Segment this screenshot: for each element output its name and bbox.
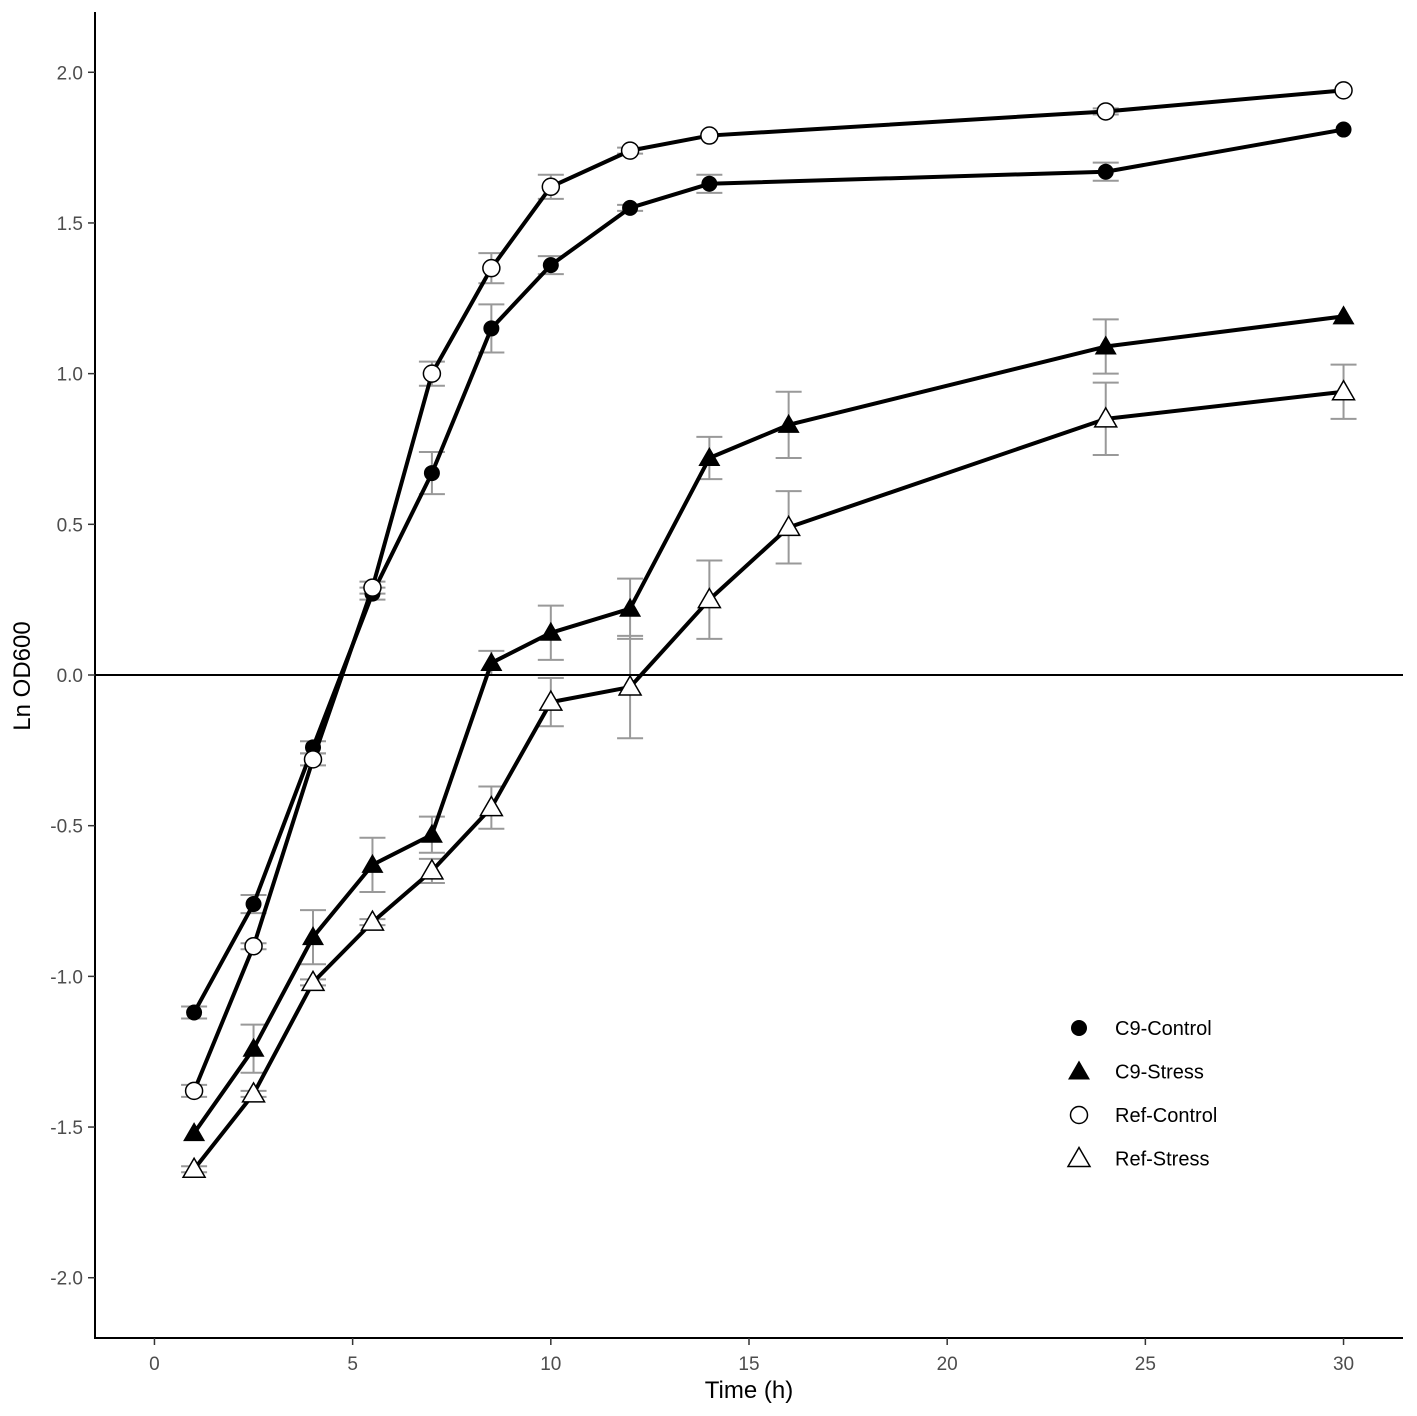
data-point (479, 795, 504, 817)
data-point (242, 1037, 265, 1057)
data-point (302, 926, 324, 946)
data-point (480, 651, 503, 671)
data-point (245, 896, 262, 913)
y-tick-label: 0.0 (57, 666, 83, 687)
data-point (300, 969, 326, 992)
x-tick-label: 5 (347, 1354, 358, 1375)
data-point (186, 1004, 203, 1021)
series-points-layer (181, 81, 1356, 1178)
y-tick-label: -1.0 (50, 967, 83, 988)
x-tick-label: 10 (540, 1354, 561, 1375)
x-axis-title: Time (h) (705, 1377, 793, 1404)
data-point (617, 674, 643, 696)
axes-layer: 0 5 10 15 20 25 30 -2.0 -1.5 -1.0 -0.5 0.0 0.5 1.0 1.5… (50, 12, 1403, 1375)
data-point (700, 126, 719, 145)
y-tick-label: 0.5 (57, 515, 83, 536)
data-point (184, 1081, 204, 1101)
data-point (244, 936, 263, 956)
series-lines-layer (192, 88, 1346, 1172)
data-point (1097, 163, 1114, 180)
legend-label: C9-Control (1115, 1018, 1212, 1040)
y-tick-label: -2.0 (50, 1269, 83, 1290)
legend-item: Ref-Control (1069, 1105, 1217, 1127)
data-point (241, 1081, 266, 1103)
y-tick-label: -1.5 (50, 1118, 83, 1139)
legend-label: Ref-Control (1115, 1105, 1217, 1127)
x-tick-label: 30 (1333, 1354, 1354, 1375)
legend-item: C9-Stress (1068, 1060, 1204, 1084)
data-point (483, 320, 500, 337)
legend-label: C9-Stress (1115, 1062, 1204, 1084)
data-point (420, 823, 443, 843)
y-axis-title: Ln OD600 (9, 621, 36, 730)
errorbars-layer (181, 107, 1357, 1174)
data-point (698, 447, 721, 467)
legend-label: Ref-Stress (1115, 1149, 1209, 1171)
legend: C9-Control C9-Stress Ref-Control Ref-Stress (1066, 1018, 1217, 1171)
x-tick-label: 15 (738, 1354, 759, 1375)
y-tick-label: -0.5 (50, 817, 83, 838)
data-point (776, 514, 801, 537)
y-tick-label: 1.0 (57, 365, 83, 386)
series-line (192, 389, 1346, 1172)
data-point (422, 364, 442, 383)
data-point (619, 597, 642, 617)
data-point (360, 909, 385, 931)
data-point (1332, 305, 1355, 325)
data-point (538, 689, 564, 711)
data-point (1334, 81, 1353, 100)
series-line (192, 127, 1346, 1015)
data-point (482, 258, 501, 278)
data-point (701, 175, 718, 192)
data-point (363, 578, 382, 597)
data-point (183, 1122, 206, 1142)
data-point (303, 750, 323, 769)
series-line (192, 314, 1346, 1136)
data-point (697, 587, 722, 609)
data-point (777, 413, 800, 433)
legend-item: C9-Control (1071, 1018, 1212, 1040)
legend-key (1066, 1146, 1092, 1168)
y-tick-label: 1.5 (57, 214, 83, 235)
x-tick-label: 25 (1135, 1354, 1156, 1375)
data-point (1335, 121, 1352, 138)
data-point (419, 858, 445, 880)
legend-key (1068, 1060, 1090, 1080)
x-tick-label: 20 (937, 1354, 958, 1375)
x-tick-label: 0 (149, 1354, 160, 1375)
legend-item: Ref-Stress (1066, 1146, 1209, 1171)
data-point (1093, 406, 1119, 428)
data-point (1331, 379, 1356, 401)
data-point (539, 621, 562, 641)
data-point (620, 141, 640, 160)
data-point (423, 465, 440, 482)
data-point (181, 1156, 207, 1178)
y-tick-label: 2.0 (57, 63, 83, 84)
data-point (1096, 102, 1115, 121)
legend-key (1071, 1020, 1087, 1036)
data-point (542, 257, 559, 274)
data-point (361, 853, 384, 873)
legend-key (1069, 1105, 1089, 1125)
data-point (622, 199, 639, 216)
data-point (541, 177, 561, 197)
data-point (1094, 335, 1117, 355)
